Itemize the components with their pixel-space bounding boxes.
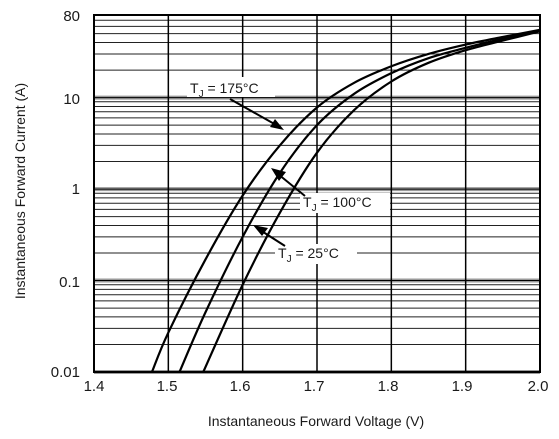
y-tick-label: 1	[72, 181, 80, 198]
x-tick-label: 1.4	[84, 378, 105, 395]
series-line-0	[150, 28, 541, 373]
x-axis-label: Instantaneous Forward Voltage (V)	[208, 413, 424, 429]
y-tick-label: 0.1	[59, 274, 80, 291]
annotation-175: TJ = 175°C	[187, 77, 284, 130]
x-tick-label: 2.0	[528, 378, 549, 395]
series-label-100: TJ = 100°C	[303, 194, 372, 214]
annotation-25: TJ = 25°C	[253, 225, 357, 265]
grid	[94, 14, 540, 374]
annotation-arrowhead	[253, 225, 268, 236]
y-tick-label: 80	[63, 8, 80, 25]
series-group	[150, 28, 541, 373]
series-line-1	[178, 29, 541, 373]
x-tick-label: 1.5	[157, 378, 178, 395]
y-tick-label: 10	[63, 91, 80, 108]
y-axis-label: Instantaneous Forward Current (A)	[12, 83, 28, 299]
x-tick-label: 1.7	[304, 378, 325, 395]
plot-frame	[93, 14, 541, 373]
annotation-arrowhead	[270, 119, 284, 130]
y-tick-label: 0.01	[51, 364, 80, 381]
series-label-25: TJ = 25°C	[278, 245, 339, 265]
x-tick-label: 1.6	[230, 378, 251, 395]
annotation-arrowhead	[271, 168, 286, 181]
annotation-arrow	[229, 98, 279, 127]
annotation-100: TJ = 100°C	[271, 168, 390, 214]
series-line-2	[202, 30, 541, 373]
series-label-175: TJ = 175°C	[190, 80, 259, 100]
x-tick-label: 1.8	[378, 378, 399, 395]
x-tick-label: 1.9	[452, 378, 473, 395]
annotation-arrow	[277, 173, 306, 197]
